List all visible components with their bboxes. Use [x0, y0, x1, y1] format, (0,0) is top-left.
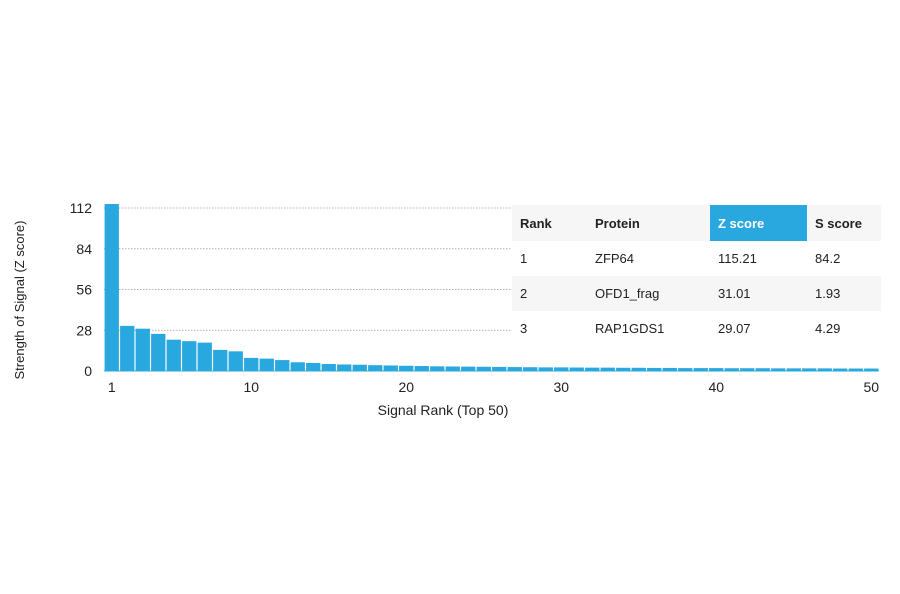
- cell-z-score: 29.07: [710, 311, 807, 346]
- bar: [569, 367, 584, 371]
- bar: [445, 366, 460, 371]
- bar: [600, 367, 615, 371]
- bar: [724, 368, 739, 371]
- bar: [647, 367, 662, 371]
- bar: [492, 366, 507, 371]
- bar: [709, 368, 724, 371]
- bar: [244, 357, 259, 371]
- y-tick-label: 84: [76, 241, 92, 257]
- bar: [554, 367, 569, 371]
- cell-protein: ZFP64: [587, 241, 710, 276]
- bar: [786, 368, 801, 371]
- y-tick-labels: 0 28 56 84 112: [70, 200, 93, 379]
- cell-s-score: 84.2: [807, 241, 881, 276]
- cell-protein: RAP1GDS1: [587, 311, 710, 346]
- bar: [259, 358, 274, 371]
- bar: [166, 339, 181, 371]
- bar: [538, 367, 553, 371]
- table-row: 3 RAP1GDS1 29.07 4.29: [512, 311, 881, 346]
- bar: [368, 365, 383, 371]
- cell-s-score: 1.93: [807, 276, 881, 311]
- header-protein: Protein: [587, 205, 710, 241]
- x-tick-label: 50: [863, 379, 879, 395]
- header-rank: Rank: [512, 205, 587, 241]
- bar: [135, 328, 150, 371]
- bar: [383, 365, 398, 371]
- header-s-score: S score: [807, 205, 881, 241]
- x-tick-label: 20: [398, 379, 414, 395]
- bar: [662, 367, 677, 371]
- table-row: 1 ZFP64 115.21 84.2: [512, 241, 881, 276]
- x-tick-label: 1: [108, 379, 116, 395]
- y-tick-label: 112: [70, 200, 93, 216]
- cell-protein: OFD1_frag: [587, 276, 710, 311]
- bar: [151, 333, 166, 371]
- x-tick-label: 40: [708, 379, 724, 395]
- bar: [833, 368, 848, 371]
- cell-z-score: 115.21: [710, 241, 807, 276]
- bar: [755, 368, 770, 371]
- bar: [585, 367, 600, 371]
- x-tick-label: 10: [243, 379, 259, 395]
- bar: [352, 364, 367, 371]
- bar: [414, 366, 429, 371]
- bar: [693, 368, 708, 371]
- bar: [476, 366, 491, 371]
- cell-s-score: 4.29: [807, 311, 881, 346]
- bar: [337, 364, 352, 371]
- y-tick-label: 56: [76, 282, 92, 298]
- grid-lines: [104, 207, 512, 331]
- cell-z-score: 31.01: [710, 276, 807, 311]
- bar: [771, 368, 786, 371]
- bar: [523, 367, 538, 371]
- x-axis-title: Signal Rank (Top 50): [378, 402, 509, 418]
- y-tick-label: 0: [84, 363, 92, 379]
- bar: [228, 351, 243, 371]
- header-z-score: Z score: [710, 205, 807, 241]
- table-row: 2 OFD1_frag 31.01 1.93: [512, 276, 881, 311]
- bar: [213, 349, 228, 371]
- bar: [197, 342, 212, 371]
- bar: [182, 341, 197, 371]
- bar: [290, 362, 305, 371]
- bar: [321, 364, 336, 371]
- bar: [802, 368, 817, 371]
- bar: [275, 360, 290, 371]
- bar: [817, 368, 832, 371]
- score-table: Rank Protein Z score S score 1 ZFP64 115…: [512, 205, 881, 346]
- table-header-row: Rank Protein Z score S score: [512, 205, 881, 241]
- bar: [848, 368, 863, 371]
- bar: [104, 204, 119, 371]
- bar: [430, 366, 445, 371]
- bar: [120, 325, 135, 371]
- cell-rank: 3: [512, 311, 587, 346]
- cell-rank: 2: [512, 276, 587, 311]
- bar: [616, 367, 631, 371]
- bar: [399, 365, 414, 371]
- y-tick-label: 28: [76, 322, 92, 338]
- cell-rank: 1: [512, 241, 587, 276]
- x-tick-labels: 1 10 20 30 40 50: [108, 379, 879, 395]
- x-tick-label: 30: [553, 379, 569, 395]
- bar: [740, 368, 755, 371]
- bar: [631, 367, 646, 371]
- y-axis-title: Strength of Signal (Z score): [12, 221, 27, 380]
- bar: [678, 368, 693, 371]
- bar: [864, 368, 879, 371]
- bar: [306, 362, 321, 371]
- bar: [507, 367, 522, 371]
- bars: [104, 204, 879, 372]
- bar: [461, 366, 476, 371]
